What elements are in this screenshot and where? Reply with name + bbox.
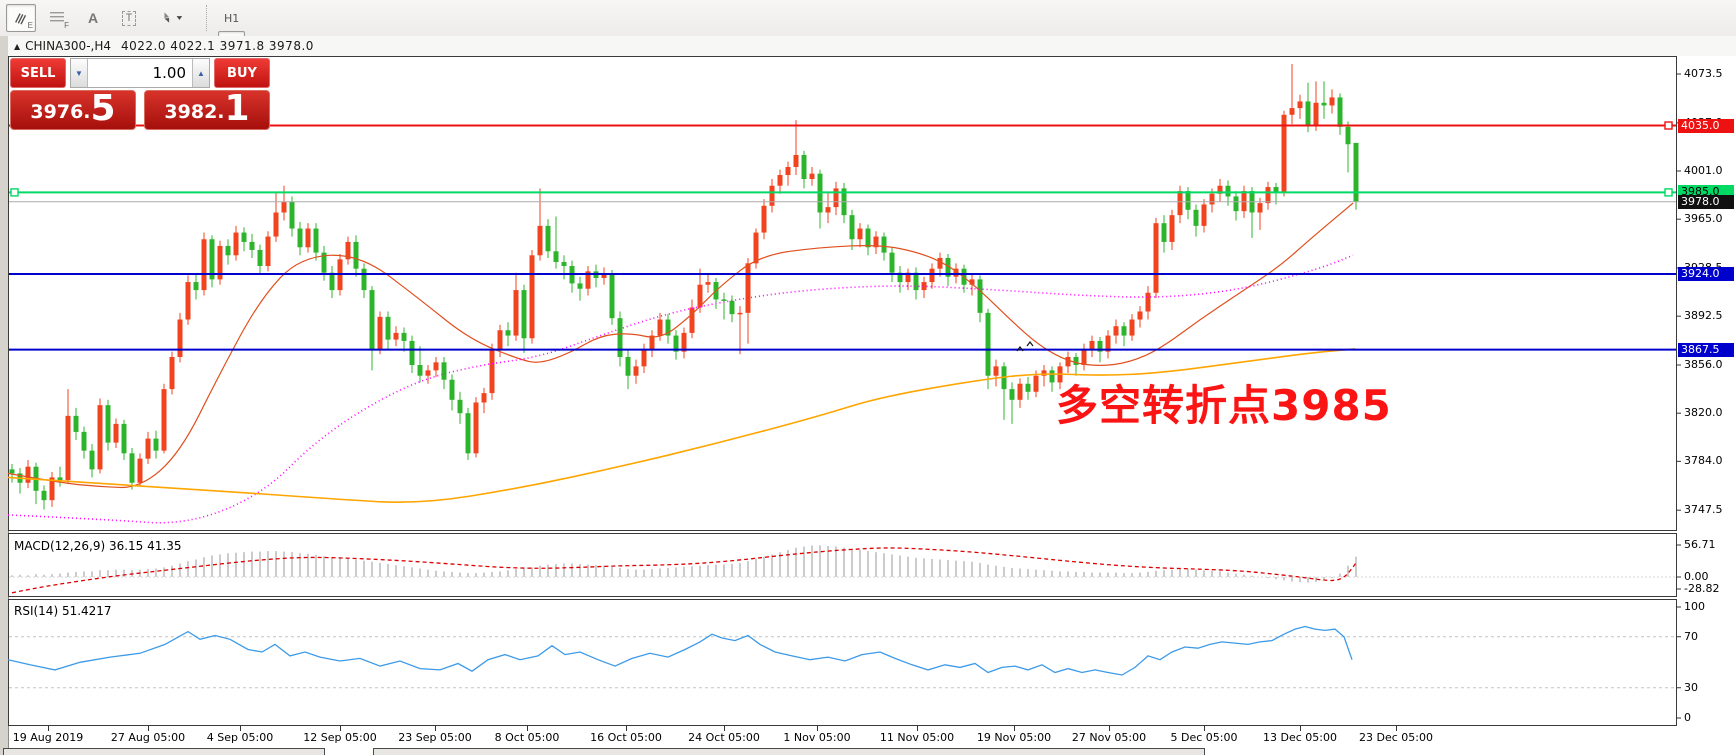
- line-handle: [1664, 121, 1673, 130]
- collapse-triangle-icon[interactable]: ▲: [14, 41, 21, 51]
- price-label-3978.0: 3978.0: [1678, 194, 1734, 209]
- rsi-axis-label: 30: [1684, 680, 1698, 694]
- arrows-tool-button[interactable]: [150, 4, 192, 32]
- price-label-3924.0: 3924.0: [1678, 267, 1734, 282]
- y-axis-tick-label: 3784.0: [1684, 454, 1723, 468]
- y-axis-tick-label: 3820.0: [1684, 406, 1723, 420]
- x-axis-tick: [435, 726, 436, 731]
- rsi-axis-label: 100: [1684, 600, 1705, 613]
- x-axis-tick: [917, 726, 918, 731]
- x-axis-label: 27 Aug 05:00: [110, 731, 186, 744]
- x-axis-label: 27 Nov 05:00: [1071, 731, 1147, 744]
- macd-label: MACD(12,26,9) 36.15 41.35: [14, 539, 182, 553]
- x-axis-tick: [1014, 726, 1015, 731]
- timeframe-button-h1[interactable]: H1: [218, 5, 245, 31]
- macd-axis-label: -28.82: [1684, 582, 1720, 595]
- price-label-3867.5: 3867.5: [1678, 342, 1734, 357]
- buy-button[interactable]: BUY: [214, 58, 270, 88]
- symbol-title: CHINA300-,H4: [25, 39, 111, 53]
- x-axis-label: 16 Oct 05:00: [590, 731, 662, 744]
- y-axis-tick-label: 3892.5: [1684, 309, 1723, 323]
- toolbar-separator: [206, 5, 208, 31]
- y-axis-tick-label: 3747.5: [1684, 503, 1723, 517]
- x-axis-tick: [724, 726, 725, 731]
- sell-price-main: 3976.: [30, 101, 91, 123]
- x-axis-label: 8 Oct 05:00: [494, 731, 560, 744]
- y-axis-tick-label: 3856.0: [1684, 358, 1723, 371]
- volume-input[interactable]: [88, 59, 192, 87]
- sell-price-big-digit: 5: [90, 88, 116, 129]
- sell-button[interactable]: SELL: [10, 58, 66, 88]
- symbol-bar: ▲ CHINA300-,H4 4022.0 4022.1 3971.8 3978…: [8, 36, 1736, 56]
- x-axis-tick: [240, 726, 241, 731]
- grid-button[interactable]: F: [42, 4, 72, 32]
- x-axis-tick: [48, 726, 49, 731]
- chart-tool-sub-label: E: [27, 21, 33, 30]
- x-axis-label: 1 Nov 05:00: [783, 731, 851, 744]
- docked-window-strip: [373, 748, 1205, 755]
- y-axis-tick-label: 3965.0: [1684, 212, 1723, 226]
- docked-window-strip: [3, 748, 325, 755]
- buy-price-big-digit: 1: [224, 88, 250, 129]
- text-label-button[interactable]: A: [78, 4, 108, 32]
- x-axis-tick: [1300, 726, 1301, 731]
- x-axis-tick: [340, 726, 341, 731]
- buy-quote-box[interactable]: 3982. 1: [144, 90, 270, 130]
- x-axis-label: 19 Aug 2019: [12, 731, 84, 744]
- x-axis-tick: [148, 726, 149, 731]
- one-click-trading-widget: SELL ▼ ▲ BUY 3976. 5 3982. 1: [10, 58, 270, 130]
- macd-axis-label: 0.00: [1684, 570, 1709, 583]
- volume-increase-button[interactable]: ▲: [192, 59, 209, 87]
- volume-spinner: ▼ ▲: [70, 58, 210, 88]
- ma-fast-line: [8, 202, 1354, 489]
- x-axis-label: 4 Sep 05:00: [206, 731, 274, 744]
- toolbar: E F A T M1M5M15M30H1H4D1W1MN: [0, 0, 1736, 129]
- grid-icon: [50, 12, 64, 22]
- rsi-axis-label: 0: [1684, 711, 1691, 724]
- x-axis-tick: [1396, 726, 1397, 731]
- ohlc-values: 4022.0 4022.1 3971.8 3978.0: [121, 39, 314, 53]
- line-handle: [10, 188, 19, 197]
- line-handle: [1664, 188, 1673, 197]
- y-axis-tick-label: 4001.0: [1684, 164, 1723, 177]
- x-axis-label: 19 Nov 05:00: [976, 731, 1052, 744]
- x-axis-label: 12 Sep 05:00: [303, 731, 377, 744]
- grid-sub-label: F: [64, 21, 69, 30]
- rsi-pane-canvas[interactable]: [8, 599, 1736, 726]
- text-box-button[interactable]: T: [114, 4, 144, 32]
- buy-price-main: 3982.: [164, 101, 225, 123]
- x-axis-label: 11 Nov 05:00: [879, 731, 955, 744]
- x-axis-tick: [626, 726, 627, 731]
- macd-pane-canvas[interactable]: [8, 533, 1736, 597]
- macd-axis-label: 56.71: [1684, 537, 1716, 551]
- x-axis-label: 5 Dec 05:00: [1170, 731, 1238, 744]
- chart-tool-button[interactable]: E: [6, 4, 36, 32]
- rsi-line: [8, 625, 1353, 676]
- marker-tick: [1026, 341, 1034, 347]
- x-axis-label: 13 Dec 05:00: [1263, 731, 1337, 744]
- macd-signal-line: [11, 547, 1357, 594]
- price-label-4035.0: 4035.0: [1678, 118, 1734, 133]
- x-axis-tick: [1109, 726, 1110, 731]
- x-axis-tick: [817, 726, 818, 731]
- x-axis-tick: [527, 726, 528, 731]
- arrows-dropdown-icon: [164, 12, 183, 23]
- chart-text-annotation: 多空转折点3985: [1056, 381, 1392, 430]
- x-axis-tick: [1204, 726, 1205, 731]
- sell-quote-box[interactable]: 3976. 5: [10, 90, 136, 130]
- window-left-gutter: [0, 36, 9, 755]
- text-label-icon: A: [87, 10, 99, 26]
- rsi-axis-label: 70: [1684, 629, 1698, 643]
- x-axis-label: 24 Oct 05:00: [688, 731, 760, 744]
- marker-tick: [1016, 346, 1024, 352]
- rsi-label: RSI(14) 51.4217: [14, 604, 112, 618]
- text-box-icon: T: [121, 10, 137, 26]
- y-axis-tick-label: 4073.5: [1684, 67, 1723, 80]
- x-axis-label: 23 Sep 05:00: [398, 731, 472, 744]
- candlesticks: [9, 63, 1359, 510]
- x-axis-label: 23 Dec 05:00: [1359, 731, 1433, 744]
- candlestick-chart-icon: [15, 13, 27, 25]
- volume-decrease-button[interactable]: ▼: [71, 59, 88, 87]
